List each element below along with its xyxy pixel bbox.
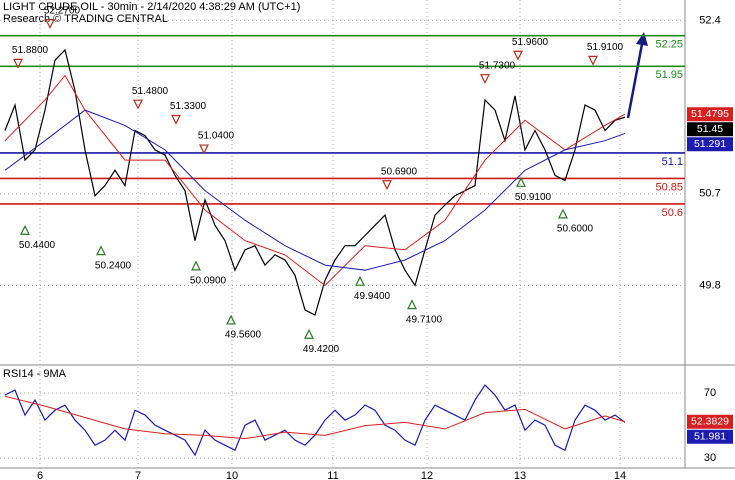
- value-tag: [687, 122, 733, 137]
- annotation-label: 49.9400: [354, 291, 391, 302]
- value-tag-label: 51.981: [694, 431, 726, 443]
- y-tick-label: 30: [704, 452, 716, 464]
- annotation-label: 50.2400: [95, 260, 132, 271]
- y-tick-label: 70: [704, 387, 716, 399]
- annotation-label: 51.9100: [587, 42, 624, 53]
- series-line: [4, 48, 626, 316]
- annotation-marker: [355, 275, 365, 286]
- annotation-marker: [480, 74, 490, 85]
- value-tag-label: 51.291: [694, 138, 726, 150]
- x-tick-label: 7: [135, 470, 141, 480]
- x-tick-label: 6: [37, 470, 43, 480]
- value-tag: [687, 137, 733, 152]
- level-label: 51.95: [655, 69, 683, 81]
- annotation-marker: [588, 55, 598, 66]
- chart-title: LIGHT CRUDE OIL - 30min - 2/14/2020 4:38…: [3, 1, 300, 13]
- level-label: 52.25: [655, 39, 683, 51]
- annotation-label: 50.9100: [515, 192, 552, 203]
- annotation-label: 49.4200: [303, 344, 340, 355]
- annotation-label: 50.4400: [19, 240, 56, 251]
- annotation-marker: [558, 208, 568, 219]
- level-label: 50.85: [655, 181, 683, 193]
- annotation-marker: [20, 224, 30, 235]
- annotation-label: 52.2700: [44, 5, 81, 16]
- annotation-marker: [513, 50, 523, 61]
- y-tick-label: 49.8: [699, 279, 720, 291]
- level-label: 51.1: [662, 156, 683, 168]
- x-tick-label: 13: [514, 470, 526, 480]
- y-tick-label: 52.4: [699, 14, 720, 26]
- series-line: [4, 74, 626, 287]
- annotation-label: 50.6000: [557, 224, 594, 235]
- annotation-label: 51.9600: [512, 37, 549, 48]
- annotation-marker: [171, 114, 181, 125]
- annotation-marker: [45, 19, 55, 29]
- x-tick-label: 10: [226, 470, 238, 480]
- value-tag-label: 52.3829: [691, 416, 729, 428]
- annotation-marker: [516, 176, 526, 187]
- annotation-marker: [226, 314, 236, 325]
- value-tag-label: 51.45: [697, 123, 723, 135]
- panel-title: RSI14 - 9MA: [3, 368, 67, 380]
- annotation-label: 50.6900: [381, 166, 418, 177]
- annotation-marker: [13, 58, 23, 69]
- value-tag: [687, 429, 733, 444]
- annotation-marker: [382, 180, 392, 191]
- annotation-marker: [304, 328, 314, 339]
- annotation-marker: [133, 99, 143, 110]
- series-line: [4, 109, 626, 271]
- annotation-label: 51.0400: [198, 131, 235, 142]
- value-tag: [687, 107, 733, 122]
- x-tick-label: 14: [614, 470, 626, 480]
- x-tick-label: 12: [421, 470, 433, 480]
- annotation-label: 51.8800: [12, 45, 49, 56]
- annotation-label: 51.3300: [170, 101, 207, 112]
- level-label: 50.6: [662, 207, 683, 219]
- x-tick-label: 11: [327, 470, 338, 480]
- annotation-label: 49.7100: [406, 314, 443, 325]
- annotation-label: 50.0900: [190, 276, 227, 287]
- annotation-label: 49.5600: [225, 330, 262, 341]
- annotation-marker: [191, 260, 201, 271]
- annotation-marker: [199, 144, 209, 155]
- series-line: [4, 395, 626, 440]
- annotation-label: 51.7300: [479, 60, 516, 71]
- chart-subtitle: Research © TRADING CENTRAL: [3, 13, 168, 25]
- y-tick-label: 50.7: [699, 188, 720, 200]
- value-tag: [687, 414, 733, 429]
- value-tag-label: 51.4795: [691, 108, 729, 120]
- annotation-marker: [407, 299, 417, 310]
- annotation-marker: [96, 245, 106, 256]
- annotation-label: 51.4800: [132, 86, 169, 97]
